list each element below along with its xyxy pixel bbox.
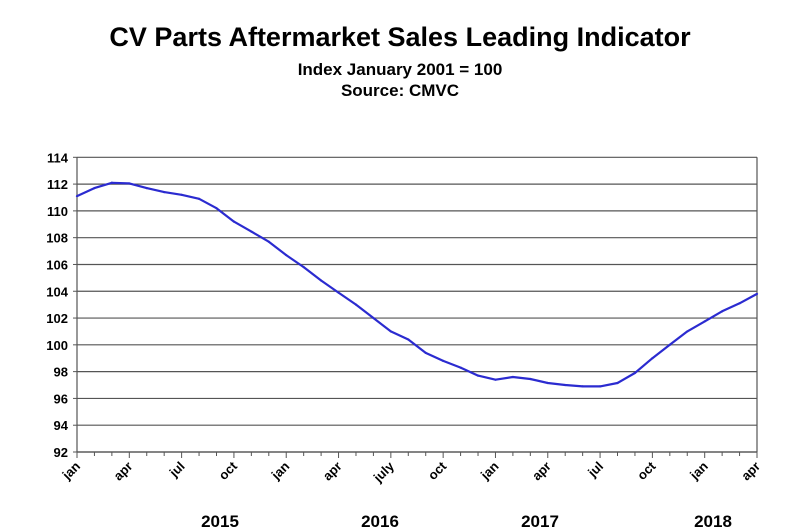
data-point [337, 291, 340, 294]
data-point [232, 220, 236, 223]
chart-subtitle-index: Index January 2001 = 100 [297, 60, 503, 79]
x-tick-label: jan [268, 458, 293, 483]
data-point [651, 357, 654, 360]
y-tick-label: 96 [54, 391, 68, 406]
data-point [755, 292, 759, 296]
y-tick-label: 102 [46, 311, 68, 326]
year-label: 2016 [361, 512, 399, 531]
data-point [354, 303, 358, 306]
data-point [703, 320, 706, 323]
x-tick-label: jul [584, 459, 606, 481]
y-tick-label: 112 [47, 177, 68, 192]
year-label: 2017 [521, 512, 559, 531]
data-point [494, 378, 497, 381]
year-label: 2015 [201, 512, 239, 531]
data-point [721, 310, 724, 313]
data-point [598, 385, 602, 388]
x-tick-label: jan [477, 458, 502, 483]
data-point [529, 377, 532, 381]
y-tick-label: 94 [54, 418, 69, 433]
data-point [93, 187, 96, 190]
x-tick-label: oct [634, 458, 659, 483]
data-point [668, 343, 671, 346]
x-tick-label: oct [216, 458, 241, 483]
data-point [459, 366, 462, 369]
y-tick-label: 108 [46, 231, 68, 246]
data-point [285, 253, 288, 257]
y-tick-label: 110 [47, 204, 68, 219]
data-point [389, 330, 392, 333]
x-tick-label: apr [111, 459, 136, 484]
data-point [250, 230, 253, 233]
x-tick-label: apr [738, 459, 763, 484]
data-point [633, 371, 637, 375]
chart-title: CV Parts Aftermarket Sales Leading Indic… [109, 22, 691, 52]
y-tick-label: 100 [46, 338, 68, 353]
data-point [215, 207, 218, 210]
data-point [180, 193, 183, 196]
data-point [546, 381, 549, 385]
data-point [581, 385, 584, 388]
y-tick-label: 98 [54, 365, 68, 380]
x-tick-label: apr [320, 459, 345, 484]
data-point [686, 330, 689, 333]
series-line [76, 181, 758, 388]
x-tick-label: apr [529, 459, 554, 484]
data-point [616, 381, 619, 385]
chart-subtitle-source: Source: CMVC [340, 81, 460, 100]
data-point [424, 351, 427, 354]
x-tick-label: jul [166, 459, 188, 481]
data-point [511, 375, 514, 379]
data-point [407, 338, 410, 341]
data-point [128, 182, 131, 185]
data-point [738, 302, 741, 305]
data-point [564, 383, 567, 387]
data-point [372, 316, 375, 320]
data-point [267, 240, 270, 243]
data-point [320, 279, 323, 282]
y-tick-label: 114 [47, 150, 69, 165]
data-point [302, 266, 305, 269]
year-label: 2018 [694, 512, 732, 531]
data-point [476, 374, 480, 377]
y-tick-label: 106 [46, 257, 68, 272]
data-point [145, 187, 148, 190]
data-point [110, 181, 113, 184]
x-tick-label: jan [686, 458, 711, 483]
x-tick-label: jan [59, 458, 84, 483]
data-point [163, 191, 166, 194]
data-point [197, 197, 201, 200]
x-tick-label: july [370, 458, 398, 486]
y-tick-label: 92 [54, 445, 68, 460]
data-point [442, 359, 445, 363]
y-tick-label: 104 [46, 284, 68, 299]
data-point [75, 195, 79, 198]
x-tick-label: oct [425, 458, 450, 483]
